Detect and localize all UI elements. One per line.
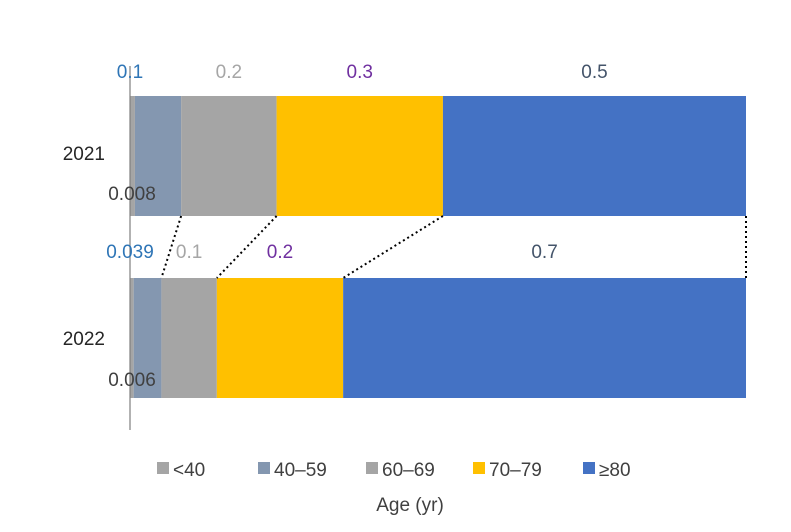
data-label-2021-seg-3: 0.3 [347,62,373,83]
bar-2021-seg-0 [130,96,135,216]
legend-label-0: <40 [173,460,205,481]
legend-label-1: 40–59 [274,460,327,481]
connector-line-3 [342,215,444,279]
data-label-2021-seg-0: 0.008 [108,184,156,205]
data-label-2021-seg-1: 0.1 [117,62,143,83]
data-label-2022-seg-0: 0.006 [108,370,156,391]
legend-label-2: 60–69 [382,460,435,481]
data-label-2022-seg-3: 0.2 [267,242,293,263]
category-labels: 2021 2022 [63,144,105,350]
connector-line-1 [160,215,183,279]
legend-swatch-3 [473,462,485,474]
connector-lines [160,215,747,279]
legend-swatch-2 [366,462,378,474]
bars-layer [130,96,746,398]
bar-2021-seg-2 [181,96,277,216]
legend-swatch-1 [258,462,270,474]
bar-2021-seg-4 [442,96,746,216]
connector-line-2 [216,215,278,279]
bar-2021-seg-1 [134,96,182,216]
data-label-2022-seg-2: 0.1 [176,242,202,263]
bar-2022-seg-4 [343,278,746,398]
legend: <40 40–59 60–69 70–79 ≥80 [157,460,631,481]
bar-2021-seg-3 [276,96,443,216]
legend-label-4: ≥80 [599,460,631,481]
legend-swatch-4 [583,462,595,474]
data-label-2022-seg-1: 0.039 [106,242,154,263]
legend-label-3: 70–79 [489,460,542,481]
data-labels: 0.008 0.1 0.2 0.3 0.5 0.006 0.039 0.1 0.2 0.7 [106,62,607,391]
bar-2022-seg-1 [133,278,162,398]
data-label-2022-seg-4: 0.7 [531,242,557,263]
data-label-2021-seg-4: 0.5 [581,62,607,83]
category-label-2021: 2021 [63,144,105,165]
bar-2022-seg-0 [130,278,134,398]
legend-swatch-0 [157,462,169,474]
bar-2022-seg-3 [216,278,344,398]
x-axis-label: Age (yr) [376,495,444,516]
category-label-2022: 2022 [63,329,105,350]
data-label-2021-seg-2: 0.2 [216,62,242,83]
bar-2022-seg-2 [161,278,217,398]
